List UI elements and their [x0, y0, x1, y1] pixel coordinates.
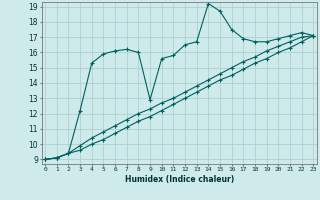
- X-axis label: Humidex (Indice chaleur): Humidex (Indice chaleur): [124, 175, 234, 184]
